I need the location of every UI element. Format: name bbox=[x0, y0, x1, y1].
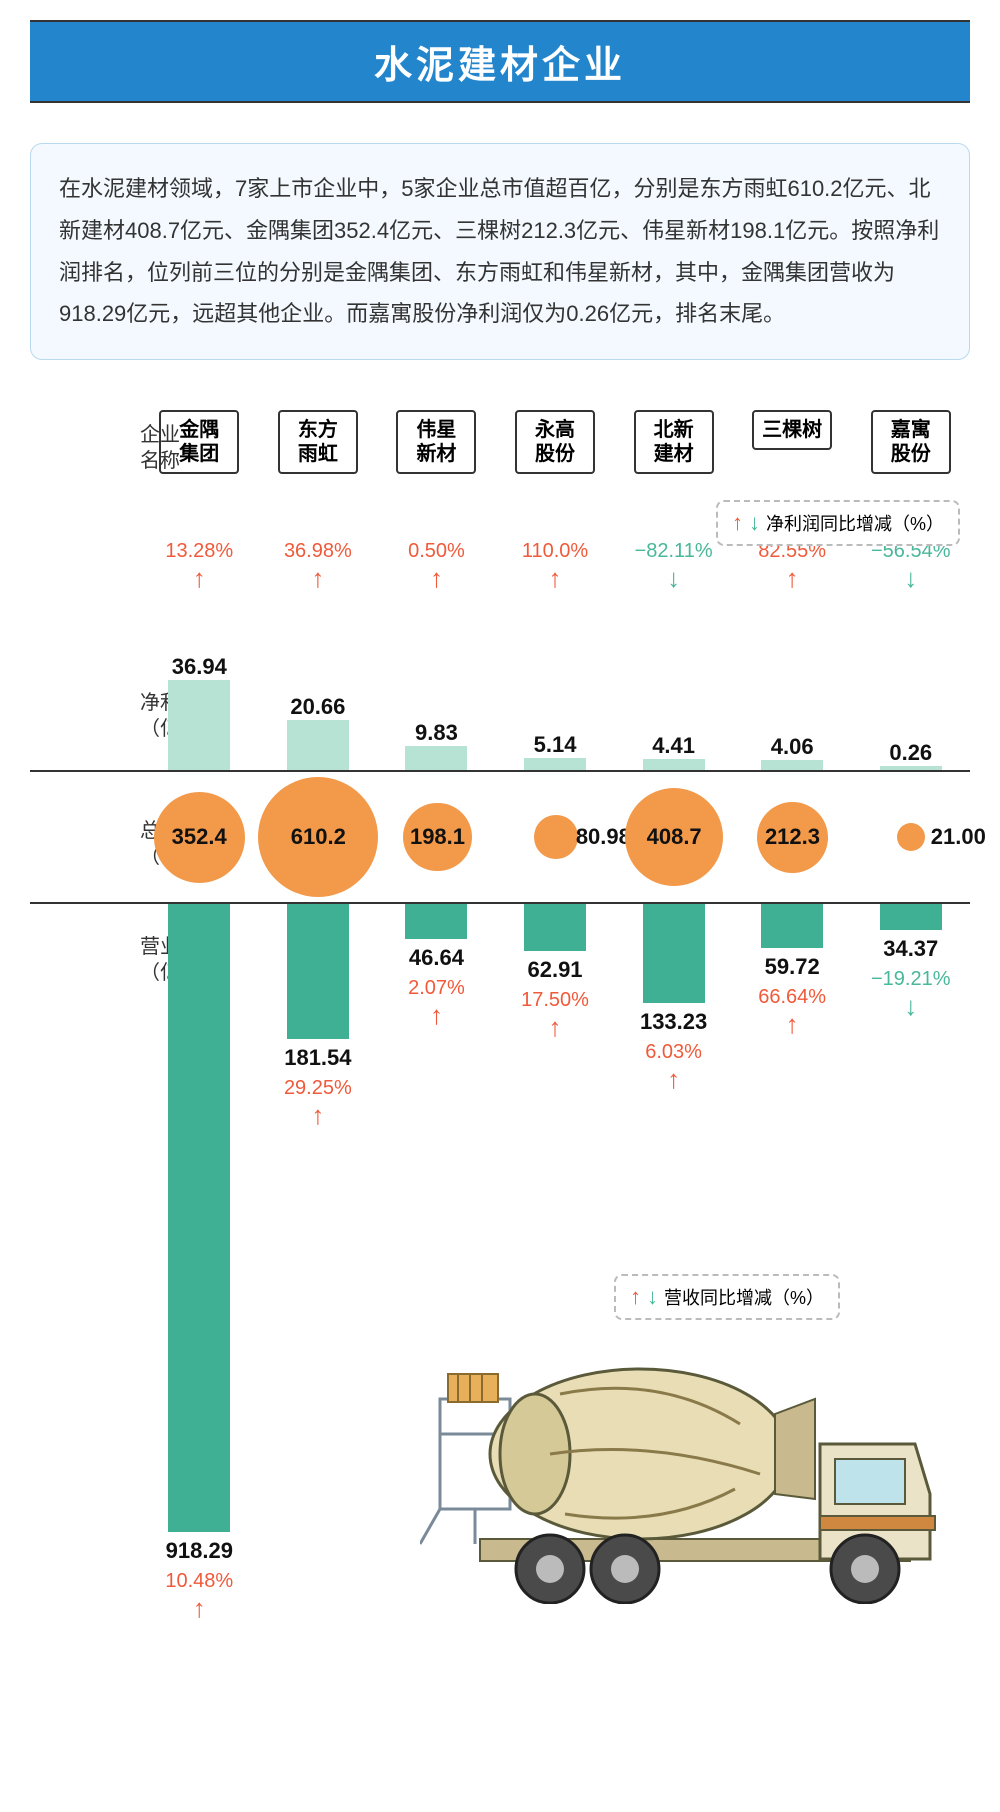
market-cap-value: 198.1 bbox=[410, 824, 465, 850]
revenue-change-value: 6.03% bbox=[645, 1041, 702, 1064]
legend-revenue-change: ↑↓ 营收同比增减（%） bbox=[614, 1274, 840, 1320]
profit-change-value: 0.50% bbox=[377, 540, 496, 563]
revenue-bar bbox=[287, 904, 349, 1038]
arrow-up-icon: ↑ bbox=[549, 1012, 562, 1043]
arrow-up-icon: ↑ bbox=[193, 1593, 206, 1624]
profit-value: 4.41 bbox=[652, 733, 695, 759]
market-cap-circle bbox=[534, 815, 578, 859]
revenue-value: 181.54 bbox=[284, 1045, 351, 1071]
legend-revenue-label: 营收同比增减（%） bbox=[664, 1284, 824, 1310]
arrow-up-icon: ↑ bbox=[377, 563, 496, 594]
revenue-change-value: 10.48% bbox=[165, 1570, 233, 1593]
revenue-bar bbox=[643, 904, 705, 1003]
row-profit-change: 13.28% ↑36.98% ↑0.50% ↑110.0% ↑−82.11% ↓… bbox=[140, 540, 970, 630]
revenue-change-value: 17.50% bbox=[521, 989, 589, 1012]
profit-bar bbox=[405, 746, 467, 770]
intro-text: 在水泥建材领域，7家上市企业中，5家企业总市值超百亿，分别是东方雨虹610.2亿… bbox=[30, 143, 970, 360]
revenue-change-value: 2.07% bbox=[408, 977, 465, 1000]
market-cap-circle: 212.3 bbox=[757, 802, 828, 873]
arrow-down-icon: ↓ bbox=[749, 510, 760, 536]
arrow-up-icon: ↑ bbox=[732, 510, 743, 536]
profit-bar bbox=[880, 766, 942, 770]
company-name-box: 金隅 集团 bbox=[159, 410, 239, 474]
profit-change-value: 110.0% bbox=[496, 540, 615, 563]
profit-bar bbox=[287, 720, 349, 770]
profit-change-value: −82.11% bbox=[614, 540, 733, 563]
revenue-value: 62.91 bbox=[527, 957, 582, 983]
profit-value: 4.06 bbox=[771, 734, 814, 760]
company-name-box: 嘉寓 股份 bbox=[871, 410, 951, 474]
cement-truck-illustration bbox=[420, 1344, 940, 1604]
revenue-value: 34.37 bbox=[883, 936, 938, 962]
profit-value: 20.66 bbox=[290, 694, 345, 720]
legend-profit-label: 净利润同比增减（%） bbox=[766, 510, 944, 536]
market-cap-circle: 610.2 bbox=[258, 777, 378, 897]
revenue-value: 918.29 bbox=[166, 1538, 233, 1564]
row-market-cap: 总市值 （亿元） 352.4 610.2 198.1 80.98 408.7 bbox=[140, 772, 970, 902]
revenue-bar bbox=[761, 904, 823, 948]
arrow-up-icon: ↑ bbox=[496, 563, 615, 594]
market-cap-circle: 408.7 bbox=[625, 788, 723, 886]
legend-profit-change: ↑↓ 净利润同比增减（%） bbox=[716, 500, 960, 546]
arrow-down-icon: ↓ bbox=[647, 1284, 658, 1310]
revenue-bar bbox=[524, 904, 586, 951]
company-name-box: 三棵树 bbox=[752, 410, 832, 450]
row-profit: 净利润 （亿元） 36.94 20.66 9.83 5.14 4.41 4.06… bbox=[140, 630, 970, 770]
revenue-bar bbox=[168, 904, 230, 1532]
row-company-names: 企业 名称 金隅 集团东方 雨虹伟星 新材永高 股份北新 建材三棵树嘉寓 股份 bbox=[140, 410, 970, 490]
market-cap-value: 352.4 bbox=[172, 824, 227, 850]
revenue-value: 59.72 bbox=[765, 954, 820, 980]
row-revenue: 营业收入 （亿元） 918.29 10.48% ↑ 181.54 29.25% … bbox=[140, 904, 970, 1624]
arrow-up-icon: ↑ bbox=[430, 1000, 443, 1031]
revenue-change-value: 66.64% bbox=[758, 986, 826, 1009]
arrow-up-icon: ↑ bbox=[733, 563, 852, 594]
chart-area: 企业 名称 金隅 集团东方 雨虹伟星 新材永高 股份北新 建材三棵树嘉寓 股份 … bbox=[30, 410, 970, 1624]
page-title: 水泥建材企业 bbox=[30, 20, 970, 103]
profit-bar bbox=[168, 680, 230, 770]
profit-value: 0.26 bbox=[889, 740, 932, 766]
profit-value: 36.94 bbox=[172, 654, 227, 680]
company-name-box: 北新 建材 bbox=[634, 410, 714, 474]
market-cap-circle: 198.1 bbox=[403, 803, 471, 871]
company-name-box: 东方 雨虹 bbox=[278, 410, 358, 474]
profit-change-value: 36.98% bbox=[259, 540, 378, 563]
arrow-up-icon: ↑ bbox=[630, 1284, 641, 1310]
arrow-up-icon: ↑ bbox=[311, 1100, 324, 1131]
market-cap-value: 21.00 bbox=[931, 824, 986, 850]
profit-bar bbox=[643, 759, 705, 770]
market-cap-value: 212.3 bbox=[765, 824, 820, 850]
company-name-box: 伟星 新材 bbox=[396, 410, 476, 474]
arrow-down-icon: ↓ bbox=[614, 563, 733, 594]
arrow-up-icon: ↑ bbox=[667, 1064, 680, 1095]
arrow-down-icon: ↓ bbox=[904, 991, 917, 1022]
revenue-value: 133.23 bbox=[640, 1009, 707, 1035]
market-cap-circle bbox=[897, 823, 925, 851]
market-cap-value: 610.2 bbox=[291, 824, 346, 850]
revenue-change-value: 29.25% bbox=[284, 1077, 352, 1100]
market-cap-circle: 352.4 bbox=[154, 792, 245, 883]
revenue-bar bbox=[405, 904, 467, 939]
arrow-up-icon: ↑ bbox=[140, 563, 259, 594]
arrow-up-icon: ↑ bbox=[786, 1009, 799, 1040]
profit-change-value: 13.28% bbox=[140, 540, 259, 563]
arrow-down-icon: ↓ bbox=[851, 563, 970, 594]
arrow-up-icon: ↑ bbox=[259, 563, 378, 594]
profit-bar bbox=[524, 758, 586, 771]
revenue-bar bbox=[880, 904, 942, 929]
profit-bar bbox=[761, 760, 823, 770]
revenue-value: 46.64 bbox=[409, 945, 464, 971]
revenue-change-value: −19.21% bbox=[871, 968, 951, 991]
profit-value: 5.14 bbox=[534, 732, 577, 758]
profit-value: 9.83 bbox=[415, 720, 458, 746]
company-name-box: 永高 股份 bbox=[515, 410, 595, 474]
market-cap-value: 408.7 bbox=[647, 824, 702, 850]
